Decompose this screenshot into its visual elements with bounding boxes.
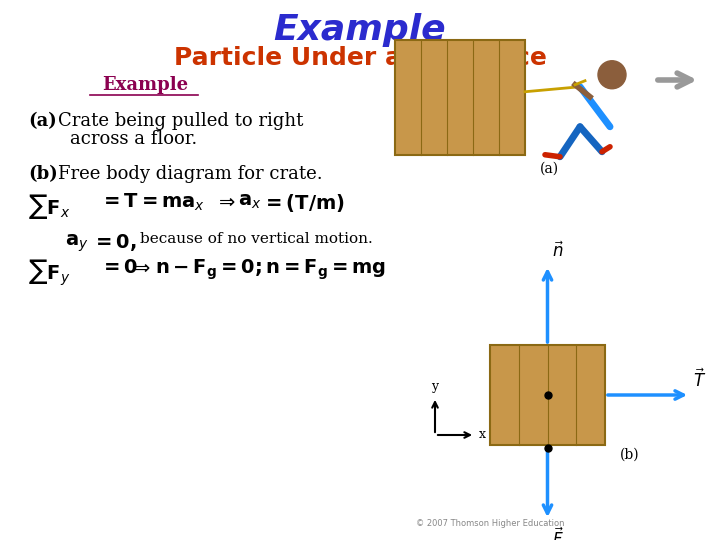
Text: (b): (b) bbox=[28, 165, 58, 183]
Text: $\mathbf{a}_x$: $\mathbf{a}_x$ bbox=[238, 192, 261, 211]
Text: $\sum\mathbf{F}_y$: $\sum\mathbf{F}_y$ bbox=[28, 258, 71, 288]
Text: across a floor.: across a floor. bbox=[70, 130, 197, 148]
Text: Example: Example bbox=[274, 13, 446, 47]
Circle shape bbox=[598, 60, 626, 89]
Text: $\mathbf{= 0}$: $\mathbf{= 0}$ bbox=[100, 258, 138, 277]
Text: $\vec{n}$: $\vec{n}$ bbox=[552, 241, 564, 261]
Text: $\mathbf{= 0,}$: $\mathbf{= 0,}$ bbox=[92, 232, 137, 253]
Text: because of no vertical motion.: because of no vertical motion. bbox=[140, 232, 373, 246]
Text: x: x bbox=[479, 429, 486, 442]
Text: (a): (a) bbox=[28, 112, 57, 130]
Text: $\sum\mathbf{F}_x$: $\sum\mathbf{F}_x$ bbox=[28, 192, 71, 221]
Text: $\vec{T}$: $\vec{T}$ bbox=[693, 368, 706, 391]
Text: Example: Example bbox=[102, 76, 188, 94]
Text: $\mathbf{a}_y$: $\mathbf{a}_y$ bbox=[65, 232, 89, 253]
Text: $\vec{F}_g$: $\vec{F}_g$ bbox=[552, 525, 571, 540]
Text: $\mathbf{= T = ma}_x$: $\mathbf{= T = ma}_x$ bbox=[100, 192, 205, 213]
Text: Particle Under a Net Force: Particle Under a Net Force bbox=[174, 46, 546, 70]
Text: $\Rightarrow$: $\Rightarrow$ bbox=[215, 192, 236, 211]
Text: Free body diagram for crate.: Free body diagram for crate. bbox=[58, 165, 323, 183]
Text: $\Rightarrow$: $\Rightarrow$ bbox=[130, 258, 151, 277]
Text: y: y bbox=[431, 380, 438, 393]
Text: Crate being pulled to right: Crate being pulled to right bbox=[58, 112, 303, 130]
Bar bbox=[395, 40, 525, 155]
Text: $\mathbf{n - F_g = 0; n = F_g = mg}$: $\mathbf{n - F_g = 0; n = F_g = mg}$ bbox=[155, 258, 386, 282]
Text: (b): (b) bbox=[620, 448, 639, 462]
Text: (a): (a) bbox=[540, 162, 559, 176]
Text: $\mathbf{= (T/m)}$: $\mathbf{= (T/m)}$ bbox=[262, 192, 345, 214]
Bar bbox=[490, 345, 605, 445]
Text: © 2007 Thomson Higher Education: © 2007 Thomson Higher Education bbox=[415, 519, 564, 528]
